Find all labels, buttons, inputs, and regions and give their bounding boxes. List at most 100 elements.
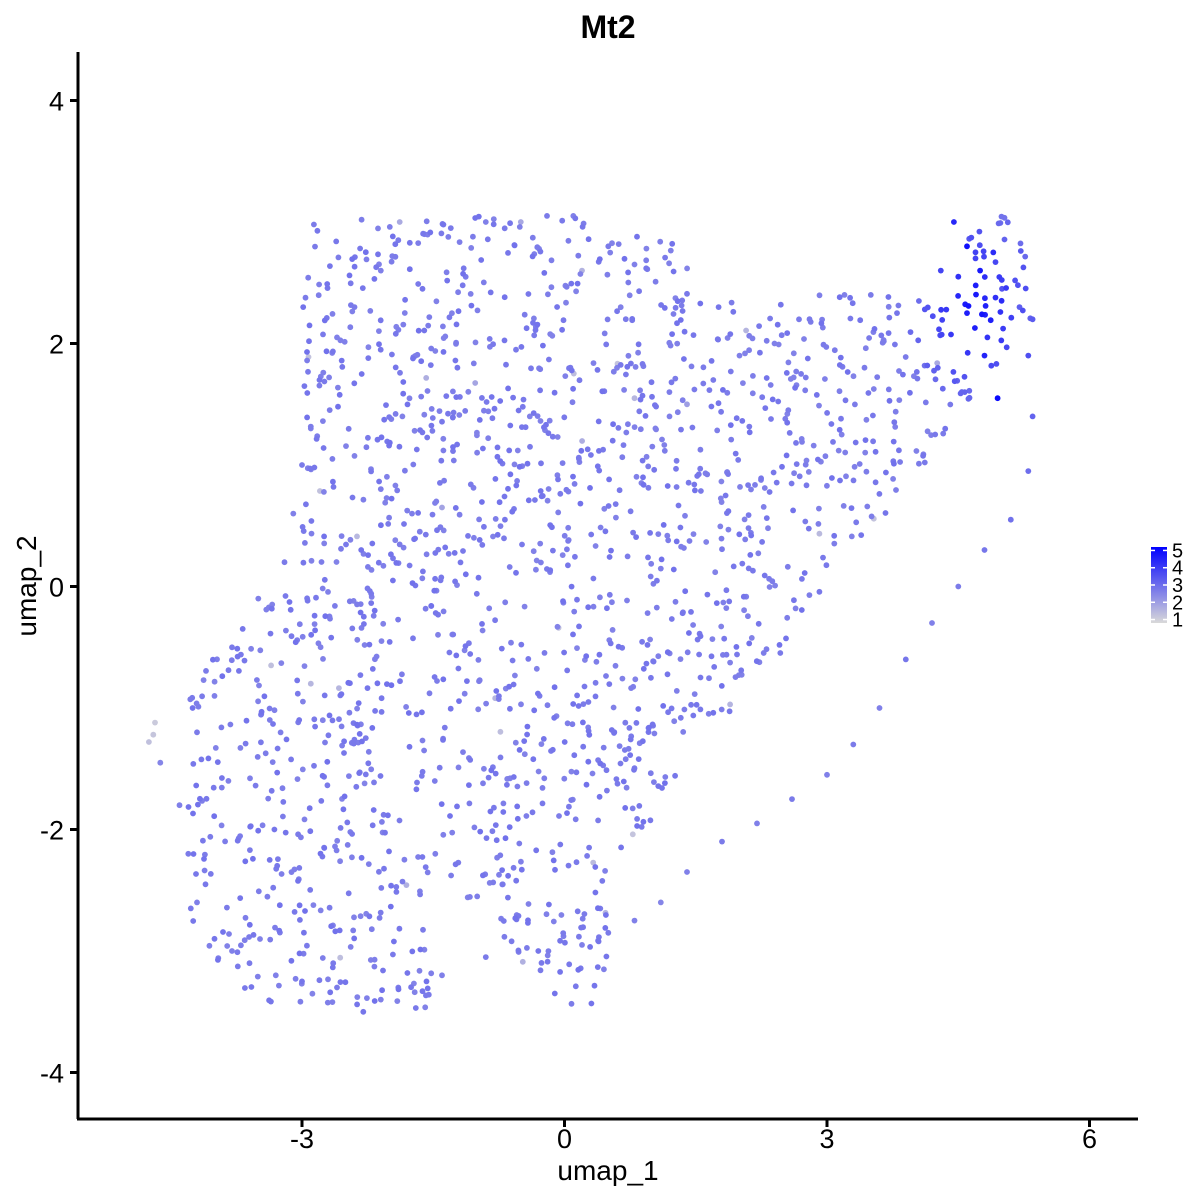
- scatter-point: [612, 501, 619, 507]
- scatter-point: [992, 294, 999, 301]
- scatter-point: [518, 866, 525, 873]
- scatter-point: [497, 728, 504, 735]
- scatter-point: [957, 390, 964, 397]
- scatter-point: [559, 217, 566, 224]
- scatter-point: [369, 666, 376, 672]
- scatter-point: [277, 729, 284, 736]
- scatter-point: [864, 503, 871, 510]
- scatter-point: [386, 224, 393, 230]
- scatter-point: [645, 554, 651, 561]
- scatter-point: [311, 762, 317, 769]
- scatter-point: [673, 688, 680, 694]
- scatter-point: [996, 274, 1003, 280]
- scatter-point: [272, 924, 278, 931]
- scatter-point: [471, 534, 477, 541]
- scatter-point: [252, 782, 259, 789]
- scatter-point: [365, 344, 372, 351]
- scatter-point: [661, 447, 668, 454]
- scatter-point: [623, 784, 630, 791]
- scatter-point: [745, 525, 752, 531]
- scatter-point: [610, 368, 617, 375]
- scatter-point: [393, 889, 400, 895]
- scatter-point: [755, 620, 762, 627]
- scatter-point: [327, 615, 333, 622]
- scatter-point: [389, 351, 395, 358]
- scatter-point: [592, 693, 599, 700]
- scatter-point: [647, 530, 653, 536]
- scatter-point: [783, 635, 789, 642]
- scatter-point: [266, 857, 273, 863]
- scatter-point: [972, 282, 979, 289]
- scatter-point: [547, 567, 554, 574]
- scatter-point: [551, 389, 558, 396]
- scatter-point: [496, 871, 502, 878]
- scatter-point: [643, 660, 650, 667]
- scatter-point: [538, 741, 545, 747]
- scatter-point: [561, 532, 568, 539]
- colorbar-label: 1: [1172, 610, 1183, 632]
- scatter-point: [631, 424, 638, 430]
- scatter-point: [718, 683, 725, 689]
- scatter-point: [610, 704, 617, 711]
- scatter-points: [146, 213, 1036, 1015]
- scatter-point: [766, 584, 773, 590]
- scatter-point: [440, 676, 447, 683]
- scatter-point: [530, 756, 537, 763]
- scatter-point: [194, 729, 200, 736]
- scatter-point: [645, 463, 652, 470]
- scatter-point: [674, 298, 681, 305]
- scatter-point: [636, 803, 643, 809]
- scatter-point: [287, 606, 294, 613]
- scatter-point: [439, 972, 445, 979]
- scatter-point: [579, 915, 586, 922]
- scatter-point: [378, 885, 385, 891]
- scatter-point: [662, 780, 668, 786]
- scatter-point: [691, 386, 698, 393]
- scatter-point: [862, 449, 869, 456]
- scatter-point: [589, 770, 596, 777]
- scatter-point: [763, 515, 770, 521]
- scatter-point: [467, 894, 473, 900]
- scatter-point: [615, 241, 622, 248]
- scatter-point: [741, 607, 747, 614]
- scatter-point: [951, 378, 958, 385]
- scatter-point: [665, 537, 672, 544]
- scatter-point: [524, 731, 530, 738]
- scatter-point: [242, 858, 249, 865]
- scatter-point: [308, 530, 315, 537]
- scatter-point: [789, 796, 795, 802]
- scatter-point: [621, 387, 627, 393]
- scatter-point: [419, 737, 426, 744]
- scatter-point: [283, 627, 289, 634]
- scatter-point: [506, 824, 513, 830]
- scatter-point: [652, 425, 659, 432]
- scatter-point: [618, 844, 624, 851]
- scatter-point: [607, 640, 614, 647]
- scatter-point: [426, 690, 433, 697]
- scatter-point: [361, 621, 367, 627]
- scatter-point: [644, 610, 651, 616]
- scatter-point: [831, 347, 838, 354]
- scatter-point: [767, 382, 774, 388]
- x-axis-ticks: -3 0 3 6: [290, 1119, 1097, 1154]
- scatter-point: [671, 718, 678, 725]
- scatter-point: [262, 750, 269, 757]
- scatter-point: [299, 766, 306, 773]
- scatter-point: [565, 862, 572, 869]
- scatter-point: [416, 528, 423, 535]
- scatter-point: [236, 668, 242, 674]
- scatter-point: [288, 957, 295, 964]
- scatter-point: [466, 800, 473, 807]
- scatter-point: [296, 950, 303, 957]
- scatter-point: [580, 743, 587, 750]
- scatter-point: [629, 805, 636, 812]
- scatter-point: [363, 256, 370, 263]
- scatter-point: [329, 964, 336, 971]
- scatter-point: [633, 720, 640, 726]
- scatter-point: [521, 751, 528, 758]
- scatter-point: [557, 937, 563, 944]
- scatter-point: [420, 926, 426, 933]
- scatter-point: [445, 550, 452, 557]
- scatter-point: [565, 237, 572, 244]
- scatter-point: [267, 630, 274, 637]
